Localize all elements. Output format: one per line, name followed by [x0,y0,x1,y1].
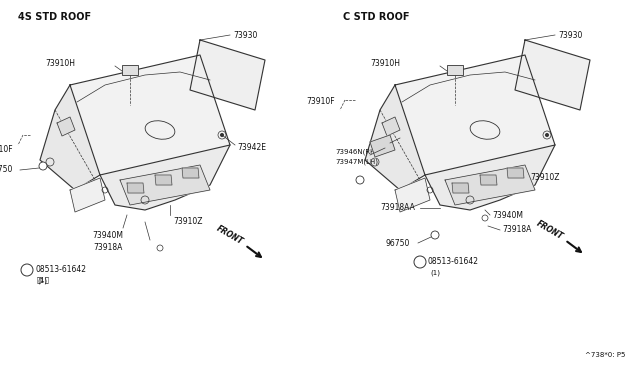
Polygon shape [190,40,265,110]
Polygon shape [70,55,230,175]
FancyBboxPatch shape [447,65,463,75]
Circle shape [39,162,47,170]
Text: 4S STD ROOF: 4S STD ROOF [18,12,91,22]
Text: (1): (1) [37,278,47,284]
Text: 73910Z: 73910Z [173,218,202,227]
Polygon shape [57,117,75,136]
Polygon shape [515,40,590,110]
Polygon shape [445,165,535,205]
Polygon shape [365,85,425,190]
Text: 73910H: 73910H [45,58,75,67]
Text: 73910H: 73910H [370,58,400,67]
Text: S: S [416,260,420,264]
Text: 73940M: 73940M [92,231,123,240]
Text: ^738*0: P5: ^738*0: P5 [584,352,625,358]
Text: 73930: 73930 [233,31,257,39]
Text: 73946N(RH): 73946N(RH) [335,149,378,155]
Circle shape [414,256,426,268]
Text: FRONT: FRONT [535,219,565,241]
Polygon shape [100,145,230,210]
Polygon shape [370,135,395,157]
Polygon shape [120,165,210,205]
Circle shape [356,176,364,184]
Text: 73910F: 73910F [307,97,335,106]
Text: FRONT: FRONT [215,224,245,246]
Text: 73918A: 73918A [93,244,123,253]
Text: 73918A: 73918A [502,225,531,234]
Polygon shape [40,85,100,190]
Text: 96750: 96750 [0,166,13,174]
Polygon shape [182,168,199,178]
Text: 08513-61642: 08513-61642 [428,257,479,266]
Polygon shape [127,183,144,193]
Polygon shape [395,55,555,175]
Polygon shape [425,145,555,210]
Polygon shape [452,183,469,193]
Text: 08513-61642: 08513-61642 [35,266,86,275]
Circle shape [220,133,224,137]
Text: 73942E: 73942E [237,144,266,153]
Polygon shape [155,175,172,185]
Polygon shape [480,175,497,185]
Circle shape [21,264,33,276]
Polygon shape [395,178,430,212]
Text: 73918AA: 73918AA [380,203,415,212]
Text: S: S [23,267,27,273]
Text: 73910Z: 73910Z [530,173,559,183]
Text: (1): (1) [430,270,440,276]
Text: 96750: 96750 [386,238,410,247]
Circle shape [431,231,439,239]
Circle shape [545,133,549,137]
Polygon shape [70,178,105,212]
Polygon shape [507,168,524,178]
Text: 1）: 1） [37,277,50,283]
Text: C STD ROOF: C STD ROOF [343,12,410,22]
Text: 73940M: 73940M [492,211,523,219]
Text: 73930: 73930 [558,31,582,39]
Text: 73910F: 73910F [0,145,13,154]
Polygon shape [382,117,400,136]
FancyBboxPatch shape [122,65,138,75]
Text: 73947M(LH): 73947M(LH) [335,159,378,165]
